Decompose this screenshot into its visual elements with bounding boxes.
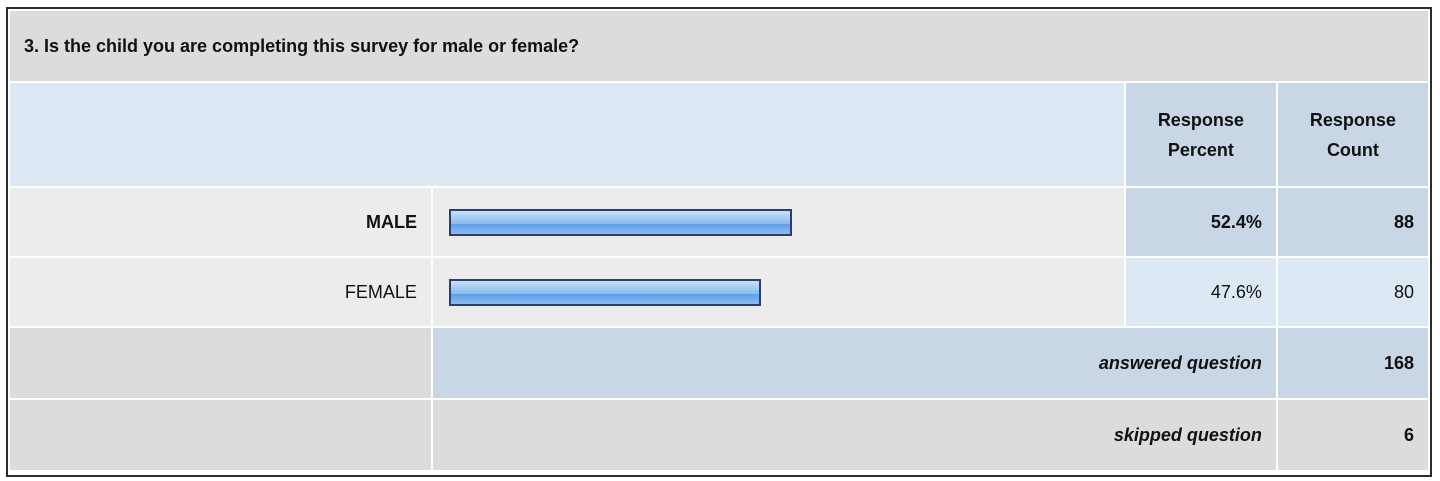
answer-bar-cell-female bbox=[432, 258, 1124, 326]
question-title: 3. Is the child you are completing this … bbox=[10, 11, 1428, 81]
answered-question-count: 168 bbox=[1277, 328, 1428, 398]
skipped-row: skipped question 6 bbox=[10, 400, 1428, 470]
response-percent-header-line2: Percent bbox=[1167, 139, 1234, 160]
answer-row-female: FEMALE 47.6% 80 bbox=[10, 258, 1428, 326]
response-percent-header-line1: Response bbox=[1157, 109, 1244, 130]
answer-label-male: MALE bbox=[10, 188, 431, 256]
header-blank-cell bbox=[10, 83, 1124, 186]
survey-question-panel: 3. Is the child you are completing this … bbox=[6, 7, 1432, 477]
response-count-header-line2: Count bbox=[1326, 139, 1379, 160]
answer-percent-male: 52.4% bbox=[1125, 188, 1276, 256]
answer-label-female: FEMALE bbox=[10, 258, 431, 326]
response-percent-header: Response Percent bbox=[1125, 83, 1276, 186]
answer-count-female: 80 bbox=[1277, 258, 1428, 326]
survey-results-table: 3. Is the child you are completing this … bbox=[8, 9, 1430, 472]
answered-blank-cell bbox=[10, 328, 431, 398]
answer-bar-male bbox=[448, 208, 792, 236]
answer-row-male: MALE 52.4% 88 bbox=[10, 188, 1428, 256]
response-count-header: Response Count bbox=[1277, 83, 1428, 186]
skipped-blank-cell bbox=[10, 400, 431, 470]
answered-row: answered question 168 bbox=[10, 328, 1428, 398]
answer-bar-female bbox=[448, 278, 761, 306]
response-count-header-line1: Response bbox=[1309, 109, 1396, 130]
answered-question-label: answered question bbox=[432, 328, 1276, 398]
question-row: 3. Is the child you are completing this … bbox=[10, 11, 1428, 81]
answer-percent-female: 47.6% bbox=[1125, 258, 1276, 326]
skipped-question-label: skipped question bbox=[432, 400, 1276, 470]
header-row: Response Percent Response Count bbox=[10, 83, 1428, 186]
answer-bar-cell-male bbox=[432, 188, 1124, 256]
answer-count-male: 88 bbox=[1277, 188, 1428, 256]
skipped-question-count: 6 bbox=[1277, 400, 1428, 470]
